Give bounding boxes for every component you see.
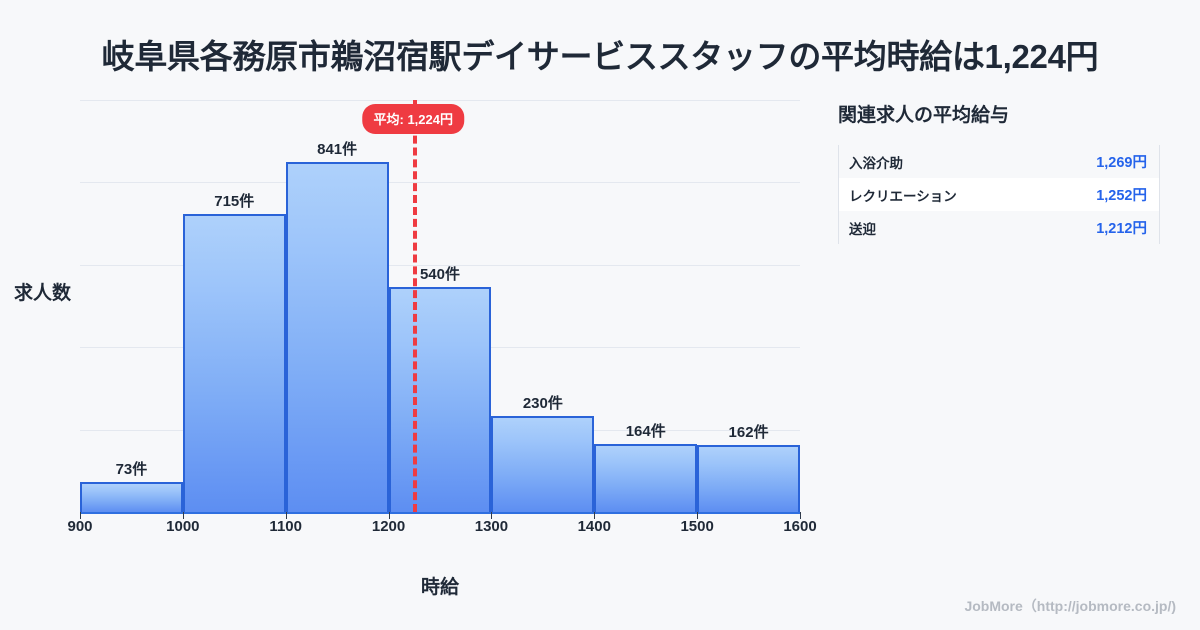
related-salary-label: 入浴介助 — [849, 155, 903, 171]
related-salary-value: 1,269円 — [1096, 155, 1147, 171]
footer-watermark: JobMore（http://jobmore.co.jp/) — [964, 598, 1176, 614]
histogram-bar[interactable] — [182, 214, 286, 512]
x-tick-label: 1300 — [474, 518, 509, 535]
related-salary-table: 入浴介助 1,269円レクリエーション 1,252円送迎 1,212円 — [838, 145, 1160, 244]
x-tick-mark — [285, 512, 287, 519]
histogram-chart: 求人数 73件 715件 841件 540件 230件 164件 162件 時給 900 10… — [14, 100, 817, 598]
gridline — [80, 100, 800, 101]
histogram-bar[interactable] — [80, 481, 183, 512]
bar-value-label: 164件 — [625, 422, 666, 440]
related-salary-row[interactable]: 入浴介助 1,269円 — [839, 145, 1159, 178]
bar-value-label: 73件 — [115, 460, 148, 478]
related-salary-row[interactable]: レクリエーション 1,252円 — [839, 178, 1159, 211]
page-title: 岐阜県各務原市鵜沼宿駅デイサービススタッフの平均時給は1,224円 — [101, 38, 1099, 75]
x-tick-label: 1400 — [577, 518, 611, 535]
bar-value-label: 841件 — [317, 141, 358, 158]
gridline — [80, 264, 800, 266]
x-tick-label: 1600 — [783, 518, 817, 535]
histogram-bar[interactable] — [491, 416, 595, 512]
plot-area: 73件 715件 841件 540件 230件 164件 162件 — [80, 100, 800, 514]
related-salary-title: 関連求人の平均給与 — [838, 105, 1010, 126]
histogram-bar[interactable] — [388, 287, 492, 512]
related-salary-label: 送迎 — [849, 221, 876, 237]
bar-value-label: 540件 — [419, 266, 460, 284]
related-salary-value: 1,212円 — [1096, 221, 1147, 237]
histogram-bar[interactable] — [594, 443, 698, 512]
bar-value-label: 230件 — [522, 395, 563, 413]
x-axis-title: 時給 — [420, 577, 459, 598]
x-tick-label: 1100 — [269, 518, 302, 535]
x-tick-mark — [697, 512, 699, 519]
histogram-bar[interactable] — [697, 444, 800, 512]
x-tick-label: 900 — [67, 518, 93, 535]
average-line — [413, 100, 418, 512]
x-tick-mark — [80, 512, 81, 519]
related-salary-label: レクリエーション — [849, 188, 957, 204]
related-salary-row[interactable]: 送迎 1,212円 — [839, 211, 1159, 244]
x-axis-baseline — [80, 512, 800, 514]
x-tick-mark — [800, 512, 801, 519]
x-tick-mark — [388, 512, 390, 519]
x-tick-label: 1200 — [371, 518, 406, 535]
x-tick-label: 1500 — [680, 518, 714, 535]
average-badge: 平均: 1,224円 — [362, 104, 464, 134]
y-axis-title: 求人数 — [14, 283, 72, 304]
bar-value-label: 715件 — [214, 193, 255, 211]
x-tick-label: 1000 — [166, 518, 200, 535]
gridline — [80, 182, 800, 184]
histogram-bar[interactable] — [285, 162, 389, 512]
x-tick-mark — [491, 512, 493, 519]
related-salary-value: 1,252円 — [1096, 188, 1147, 204]
related-salary-panel: 関連求人の平均給与 入浴介助 1,269円レクリエーション 1,252円送迎 1,21… — [838, 100, 1168, 244]
x-tick-mark — [594, 512, 596, 519]
bar-value-label: 162件 — [728, 423, 769, 441]
x-tick-mark — [182, 512, 184, 519]
